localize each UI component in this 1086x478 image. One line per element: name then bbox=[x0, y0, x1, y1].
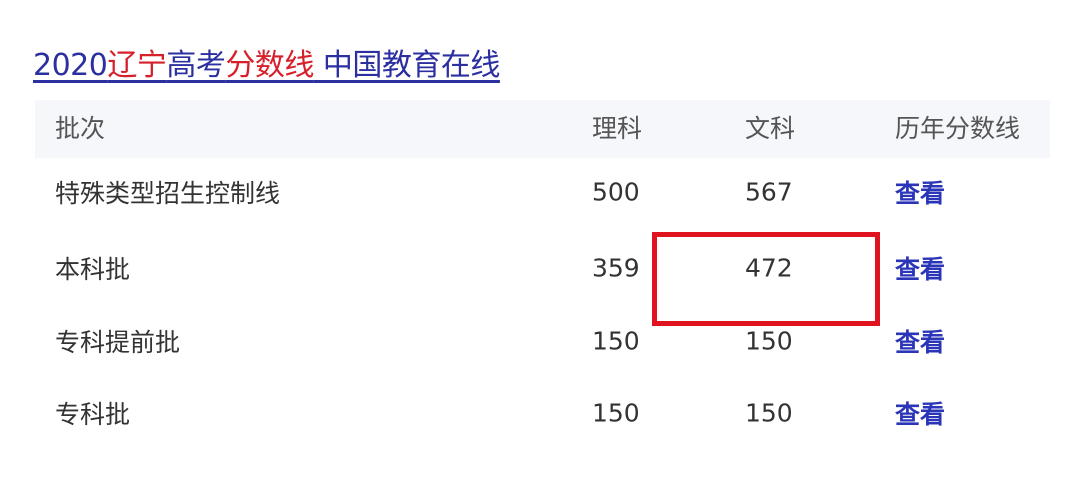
header-arts: 文科 bbox=[745, 114, 796, 143]
header-batch: 批次 bbox=[55, 114, 106, 143]
title-part: 2020 bbox=[33, 48, 108, 83]
header-history: 历年分数线 bbox=[895, 114, 1021, 143]
view-link[interactable]: 查看 bbox=[895, 255, 946, 284]
view-link[interactable]: 查看 bbox=[895, 179, 946, 208]
header-science: 理科 bbox=[592, 114, 643, 143]
batch-cell: 本科批 bbox=[55, 255, 131, 284]
title-part: 中国教育在线 bbox=[313, 48, 501, 83]
title-part: 辽宁 bbox=[107, 48, 167, 83]
arts-score: 150 bbox=[745, 326, 793, 356]
batch-cell: 专科批 bbox=[55, 400, 131, 429]
science-score: 150 bbox=[592, 398, 640, 428]
table-header bbox=[35, 100, 1050, 158]
batch-cell: 专科提前批 bbox=[55, 328, 181, 357]
science-score: 150 bbox=[592, 326, 640, 356]
title-part: 高考 bbox=[166, 48, 226, 83]
batch-cell: 特殊类型招生控制线 bbox=[55, 179, 281, 208]
arts-score: 472 bbox=[745, 253, 793, 283]
arts-score: 567 bbox=[745, 177, 793, 207]
view-link[interactable]: 查看 bbox=[895, 400, 946, 429]
science-score: 359 bbox=[592, 253, 640, 283]
result-title-link[interactable]: 2020辽宁高考分数线 中国教育在线 bbox=[33, 40, 500, 84]
arts-score: 150 bbox=[745, 398, 793, 428]
title-part: 分数线 bbox=[225, 48, 314, 83]
view-link[interactable]: 查看 bbox=[895, 328, 946, 357]
highlight-box bbox=[652, 232, 880, 326]
science-score: 500 bbox=[592, 177, 640, 207]
